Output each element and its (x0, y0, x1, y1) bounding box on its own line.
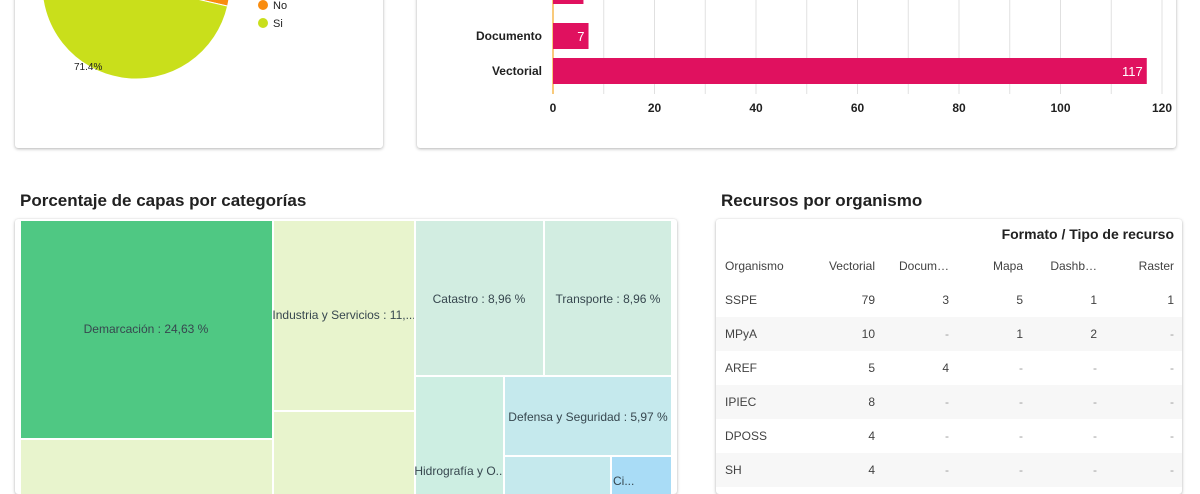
value-cell: - (1105, 317, 1182, 351)
organismo-cell: MPyA (716, 317, 809, 351)
legend-label-no[interactable]: No (273, 0, 287, 12)
bar-value-label: 117 (1122, 64, 1143, 79)
x-tick-label: 80 (952, 101, 966, 115)
value-cell: 1 (1167, 293, 1174, 307)
organismo-cell: DPOSS (725, 429, 768, 443)
column-header[interactable]: Dashb… (1050, 259, 1097, 273)
table-row: MPyA 10-1 2- (716, 317, 1182, 351)
value-cell: - (1105, 453, 1182, 487)
bar-documento[interactable] (553, 23, 589, 49)
treemap-label-transporte: Transporte : 8,96 % (556, 292, 661, 306)
value-cell: 4 (868, 429, 875, 443)
x-tick-label: 40 (749, 101, 763, 115)
treemap-cell-lower-left[interactable] (19, 438, 274, 494)
organismo-cell: SSPE (725, 293, 758, 307)
treemap-title: Porcentaje de capas por categorías (20, 191, 307, 210)
value-cell: 1 (957, 317, 1031, 351)
value-cell: - (957, 385, 1031, 419)
treemap-cell-lower-mid[interactable] (272, 410, 416, 494)
table-row: AREF 5 4 - - - (716, 351, 1182, 385)
resources-table: Formato / Tipo de recurso Organismo Vecto… (716, 219, 1182, 487)
table-row: DPOSS 4 - - - - (716, 419, 1182, 453)
pie-chart: 71.4% No Si (42, 0, 287, 80)
treemap-cell-hidrografia[interactable] (414, 375, 505, 494)
value-cell: 79 (861, 293, 875, 307)
treemap-cell-lower-small[interactable] (503, 455, 612, 494)
value-cell: - (1019, 361, 1023, 375)
value-cell: - (883, 317, 957, 351)
bar-vectorial[interactable] (553, 58, 1147, 84)
value-cell: - (883, 453, 957, 487)
bar-chart: 67117 MapaDocumentoVectorial 02040608010… (476, 0, 1172, 115)
pie-slice-si[interactable] (42, 0, 229, 80)
pie-legend: No Si (258, 0, 287, 30)
value-cell: 1 (1090, 293, 1097, 307)
value-cell: 4 (809, 453, 883, 487)
bar-chart-card: 67117 MapaDocumentoVectorial 02040608010… (417, 0, 1176, 148)
x-tick-label: 20 (648, 101, 662, 115)
value-cell: 2 (1031, 317, 1105, 351)
pie-data-label-si: 71.4% (74, 62, 102, 73)
value-cell: - (945, 429, 949, 443)
table-card: Formato / Tipo de recurso Organismo Vecto… (716, 219, 1182, 494)
value-cell: 5 (1016, 293, 1023, 307)
table-row: SH 4- - - - (716, 453, 1182, 487)
treemap-label-partial: Ci... (613, 474, 634, 488)
value-cell: - (957, 453, 1031, 487)
pie-chart-card: 71.4% No Si (15, 0, 383, 148)
x-tick-label: 60 (851, 101, 865, 115)
legend-swatch-no[interactable] (258, 0, 268, 10)
organismo-cell: IPIEC (716, 385, 809, 419)
column-header[interactable]: Organismo (725, 259, 784, 273)
x-tick-label: 120 (1152, 101, 1172, 115)
treemap-cell-defensa[interactable] (503, 375, 673, 457)
value-cell: - (1170, 429, 1174, 443)
bar-mapa[interactable] (553, 0, 584, 4)
treemap-cell-catastro[interactable] (414, 219, 545, 377)
value-cell: 8 (809, 385, 883, 419)
value-cell: - (1093, 361, 1097, 375)
legend-swatch-si[interactable] (258, 18, 268, 28)
column-header[interactable]: Raster (1138, 259, 1174, 273)
column-header[interactable]: Vectorial (828, 259, 875, 273)
x-tick-label: 0 (550, 101, 557, 115)
bar-category-label: Vectorial (492, 64, 542, 78)
value-cell: - (1093, 429, 1097, 443)
column-header[interactable]: Docum… (898, 259, 949, 273)
treemap-cell-industria[interactable] (272, 219, 416, 412)
treemap-label-defensa: Defensa y Seguridad : 5,97 % (508, 410, 668, 424)
table-group-header: Formato / Tipo de recurso (1001, 226, 1174, 242)
treemap-label-catastro: Catastro : 8,96 % (433, 292, 526, 306)
treemap-cell-demarcacion[interactable] (19, 219, 274, 440)
value-cell: - (1031, 453, 1105, 487)
value-cell: - (1019, 429, 1023, 443)
value-cell: 3 (942, 293, 949, 307)
treemap: Demarcación : 24,63 % Industria y Servic… (19, 219, 673, 494)
table-row: IPIEC 8- - - - (716, 385, 1182, 419)
treemap-label-demarcacion: Demarcación : 24,63 % (84, 322, 209, 336)
bar-category-label: Documento (476, 29, 542, 43)
table-title: Recursos por organismo (721, 191, 923, 210)
value-cell: - (883, 385, 957, 419)
column-header[interactable]: Mapa (992, 259, 1023, 273)
value-cell: - (1105, 385, 1182, 419)
bar-value-label: 7 (577, 29, 584, 44)
value-cell: - (1031, 385, 1105, 419)
value-cell: 10 (809, 317, 883, 351)
legend-label-si[interactable]: Si (273, 18, 283, 30)
table-row: SSPE 79 3 5 1 1 (716, 283, 1182, 317)
value-cell: - (1170, 361, 1174, 375)
treemap-card: Demarcación : 24,63 % Industria y Servic… (15, 219, 677, 494)
treemap-label-hidrografia: Hidrografía y O... (414, 464, 505, 478)
treemap-label-industria: Industria y Servicios : 11,... (272, 308, 415, 322)
x-tick-label: 100 (1050, 101, 1070, 115)
organismo-cell: AREF (725, 361, 758, 375)
organismo-cell: SH (716, 453, 809, 487)
value-cell: 4 (942, 361, 949, 375)
value-cell: 5 (868, 361, 875, 375)
